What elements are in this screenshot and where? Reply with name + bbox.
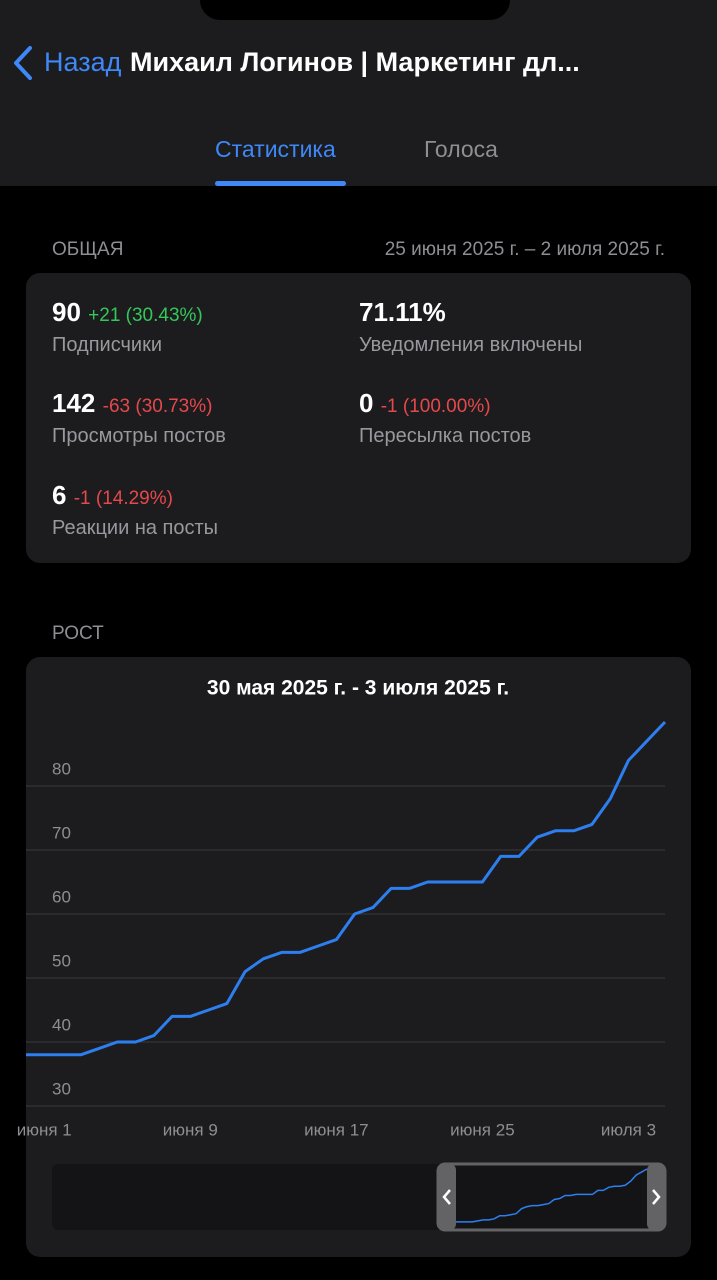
x-tick-label: июля 3	[601, 1120, 656, 1139]
stat: 142 -63 (30.73%) Просмотры постов	[52, 388, 226, 448]
back-arrow[interactable]	[10, 44, 36, 82]
back-button[interactable]: Назад	[44, 47, 122, 77]
stat-value: 90	[52, 297, 81, 327]
y-tick-label: 60	[52, 887, 71, 906]
stat-change: -1 (14.29%)	[73, 488, 173, 509]
chart-title: 30 мая 2025 г. - 3 июля 2025 г.	[207, 677, 509, 700]
section-title: РОСТ	[52, 623, 104, 644]
navigator-handle[interactable]	[647, 1164, 665, 1230]
navigator[interactable]	[52, 1164, 665, 1230]
stat: 90 +21 (30.43%) Подписчики	[52, 297, 203, 357]
tab-underline	[215, 181, 346, 186]
x-tick-label: июня 1	[17, 1120, 72, 1139]
handle-arrow	[442, 1189, 451, 1205]
tab[interactable]: Голоса	[424, 136, 498, 162]
channel-title: Михаил Логинов | Маркетинг дл...	[130, 47, 580, 77]
stat-value: 71.11%	[359, 297, 446, 327]
mini-line	[456, 1168, 648, 1223]
y-tick-label: 40	[52, 1015, 71, 1034]
stat: 6 -1 (14.29%) Реакции на посты	[52, 480, 218, 540]
overview-card	[26, 273, 691, 563]
y-tick-label: 80	[52, 759, 71, 778]
x-tick-label: июня 17	[304, 1120, 368, 1139]
stat-change: -63 (30.73%)	[102, 396, 213, 417]
data-line	[26, 720, 667, 1057]
x-tick-label: июня 25	[450, 1120, 514, 1139]
stat-label: Пересылка постов	[359, 425, 532, 447]
tab-active[interactable]: Статистика	[215, 136, 336, 162]
period: 25 июня 2025 г. – 2 июля 2025 г.	[384, 239, 665, 260]
dynamic-island	[200, 0, 510, 20]
handle-arrow	[652, 1189, 661, 1205]
stat-label: Подписчики	[52, 334, 163, 356]
y-tick-label: 50	[52, 951, 71, 970]
stat-change: -1 (100.00%)	[380, 396, 491, 417]
stat-value: 6	[52, 480, 67, 510]
stat: 71.11% Уведомления включены	[359, 297, 582, 357]
navigator-handle[interactable]	[438, 1164, 456, 1230]
header	[0, 0, 717, 186]
stat-label: Уведомления включены	[359, 334, 583, 356]
stat-label: Реакции на посты	[52, 517, 219, 539]
stat-value: 142	[52, 388, 96, 418]
stat-value: 0	[359, 388, 374, 418]
stat-label: Просмотры постов	[52, 425, 226, 447]
y-tick-label: 70	[52, 823, 71, 842]
stat: 0 -1 (100.00%) Пересылка постов	[359, 388, 531, 448]
section-title: ОБЩАЯ	[52, 239, 124, 260]
x-tick-label: июня 9	[163, 1120, 218, 1139]
stat-change: +21 (30.43%)	[88, 305, 203, 326]
chart-card	[26, 657, 691, 1257]
y-tick-label: 30	[52, 1079, 71, 1098]
